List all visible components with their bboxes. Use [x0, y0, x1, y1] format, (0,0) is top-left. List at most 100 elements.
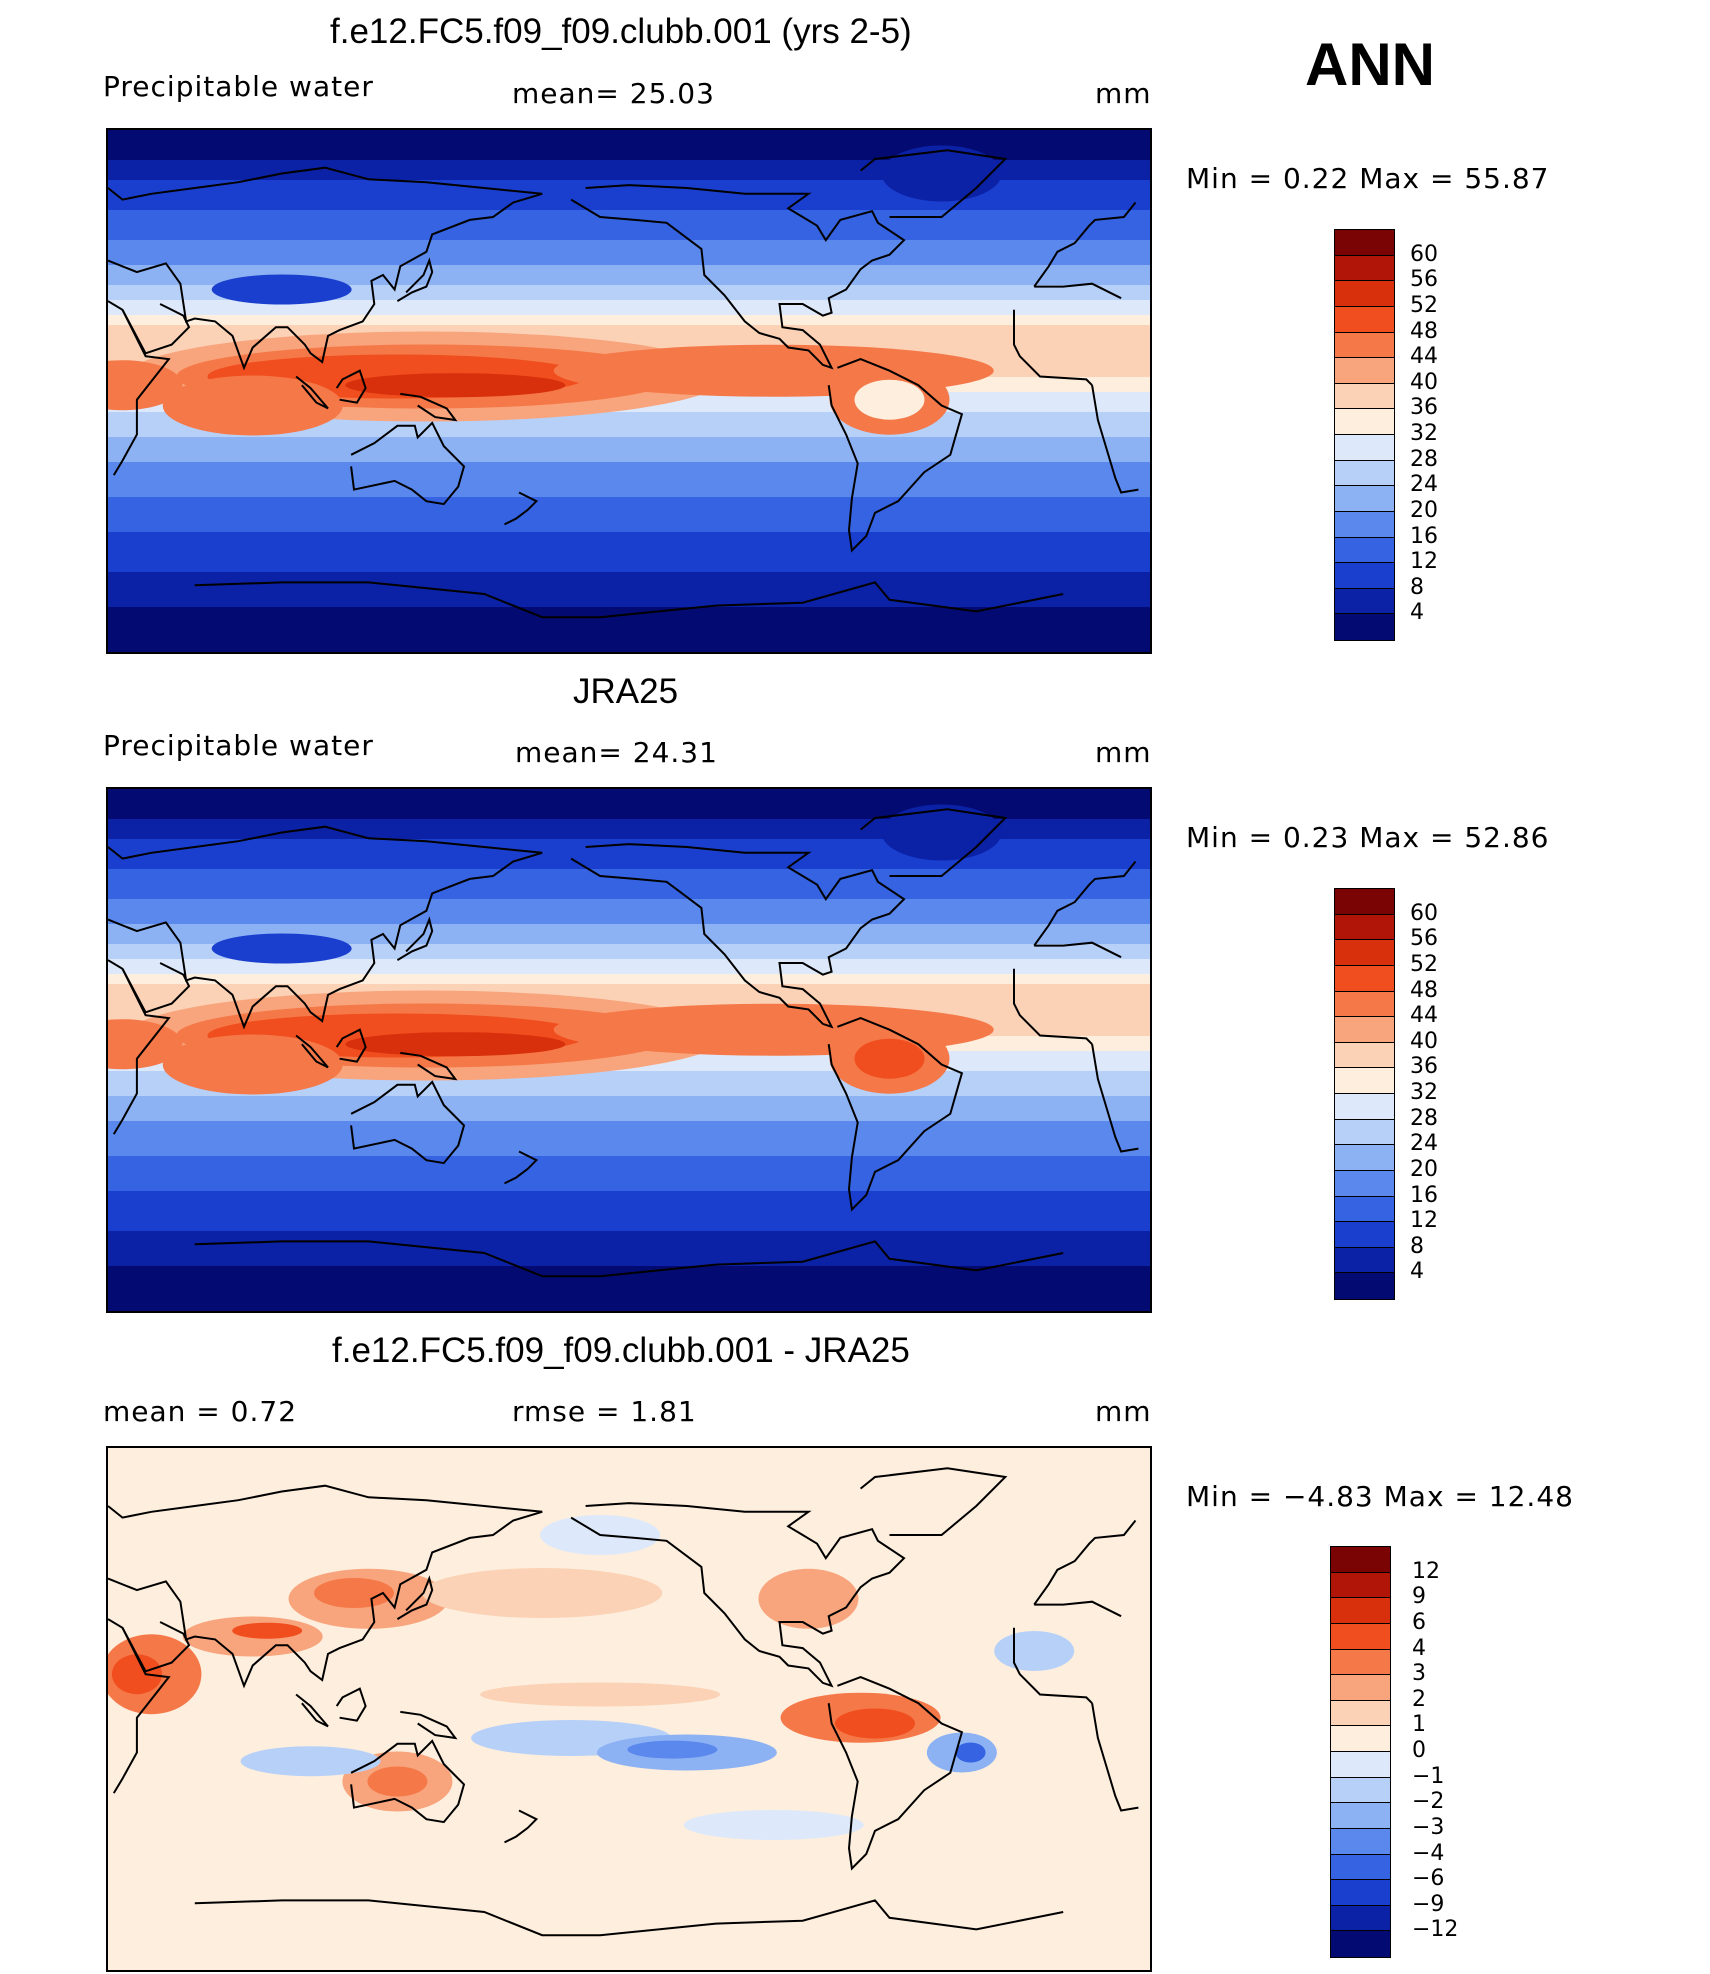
colorbar-swatch	[1335, 940, 1394, 966]
coastline	[570, 1502, 906, 1688]
coastline	[859, 1467, 1008, 1536]
colorbar-swatch	[1335, 1094, 1394, 1120]
contour-blob	[211, 933, 352, 964]
contour-blob	[240, 1746, 381, 1777]
colorbar-swatch	[1331, 1623, 1390, 1650]
contour-blob	[345, 373, 566, 398]
contour-blob	[994, 1631, 1075, 1671]
coastline	[400, 1051, 458, 1081]
coastline	[827, 1676, 964, 1871]
colorbar-tick-label: 6	[1412, 1609, 1426, 1635]
colorbar-swatch	[1331, 1598, 1390, 1624]
contour-blob	[162, 375, 343, 436]
colorbar-tick-label: 32	[1410, 421, 1438, 446]
colorbar-tick-label: 60	[1410, 900, 1438, 926]
colorbar	[1330, 1546, 1391, 1958]
colorbar-tick-label: 16	[1410, 523, 1438, 549]
colorbar-swatch	[1331, 1854, 1390, 1881]
colorbar-tick-label: 3	[1412, 1661, 1426, 1687]
coastline	[121, 1621, 191, 1673]
colorbar-tick-label: 32	[1410, 1080, 1438, 1105]
coastline	[194, 1240, 1064, 1278]
coastline	[194, 581, 1064, 619]
colorbar-swatch	[1335, 1068, 1394, 1094]
colorbar-swatch	[1335, 1017, 1394, 1043]
colorbar-tick-label: 1	[1412, 1712, 1426, 1738]
colorbar-tick-label: 8	[1410, 1233, 1424, 1259]
coastline	[1013, 968, 1093, 1045]
coastline	[295, 1693, 329, 1728]
coastline	[859, 149, 1008, 218]
colorbar-swatch	[1335, 1042, 1394, 1069]
contour-blob	[211, 274, 352, 305]
coastline	[396, 916, 434, 961]
colorbar-swatch	[1335, 358, 1394, 384]
map-plot	[106, 128, 1152, 654]
colorbar-tick-label: 28	[1410, 446, 1438, 472]
contour-fill	[108, 1448, 1150, 1970]
colorbar-swatch	[1331, 1752, 1390, 1778]
colorbar-swatch	[1335, 588, 1394, 615]
units-label: mm	[1095, 77, 1152, 110]
colorbar-tick-label: 40	[1410, 369, 1438, 395]
colorbar-tick-label: 28	[1410, 1105, 1438, 1131]
colorbar-swatch	[1335, 383, 1394, 410]
contour-blob	[881, 804, 1002, 861]
colorbar-swatch	[1335, 230, 1394, 256]
coastline	[350, 421, 466, 506]
coastline	[335, 1687, 367, 1722]
units-label: mm	[1095, 736, 1152, 769]
colorbar-swatch	[1331, 1803, 1390, 1829]
units-label: mm	[1095, 1395, 1152, 1428]
colorbar-swatch	[1335, 914, 1394, 941]
colorbar-swatch	[1335, 486, 1394, 512]
colorbar	[1334, 888, 1395, 1300]
coastline	[121, 303, 191, 355]
map-contours	[108, 130, 1150, 652]
colorbar-swatch	[1335, 889, 1394, 915]
colorbar-swatch	[1331, 1828, 1390, 1855]
colorbar-swatch	[1331, 1880, 1390, 1906]
rmse-label: rmse = 1.81	[512, 1395, 697, 1428]
coastline	[295, 375, 329, 410]
colorbar-tick-label: 56	[1410, 267, 1438, 293]
colorbar-swatch	[1331, 1649, 1390, 1676]
colorbar-swatch	[1335, 435, 1394, 461]
colorbar-swatch	[1335, 306, 1394, 333]
mean-label: mean= 25.03	[512, 77, 715, 110]
colorbar-tick-label: −9	[1412, 1891, 1445, 1917]
coastline	[121, 962, 191, 1014]
mean-label: mean= 24.31	[515, 736, 718, 769]
coastline	[859, 808, 1008, 877]
contour-blob	[854, 379, 925, 420]
colorbar-tick-label: 8	[1410, 574, 1424, 600]
colorbar-swatch	[1335, 965, 1394, 992]
coastline	[1013, 1627, 1093, 1704]
coastline	[396, 1575, 434, 1620]
map-contours	[108, 1448, 1150, 1970]
coastline	[108, 166, 543, 371]
min-max-label: Min = 0.22 Max = 55.87	[1186, 162, 1550, 195]
colorbar-tick-label: 44	[1410, 1003, 1438, 1029]
contour-fill	[108, 130, 1150, 652]
map-plot	[106, 1446, 1152, 1972]
contour-blob	[854, 1038, 925, 1079]
colorbar-tick-label: 9	[1412, 1584, 1426, 1610]
coastline	[108, 825, 543, 1030]
colorbar-tick-label: 12	[1412, 1558, 1440, 1584]
contour-blob	[683, 1810, 864, 1840]
map-plot	[106, 787, 1152, 1313]
season-label: ANN	[1305, 31, 1435, 98]
colorbar	[1334, 229, 1395, 641]
colorbar-tick-label: 48	[1410, 977, 1438, 1003]
colorbar-swatch	[1335, 255, 1394, 282]
variable-label: Precipitable water	[103, 70, 374, 103]
contour-blob	[108, 1019, 183, 1070]
contour-blob	[111, 1654, 162, 1695]
map-contours	[108, 789, 1150, 1311]
coastline	[1013, 309, 1093, 386]
colorbar-swatch	[1331, 1931, 1390, 1957]
coastline	[570, 843, 906, 1029]
contour-blob	[627, 1740, 718, 1759]
contour-blob	[835, 1708, 916, 1739]
